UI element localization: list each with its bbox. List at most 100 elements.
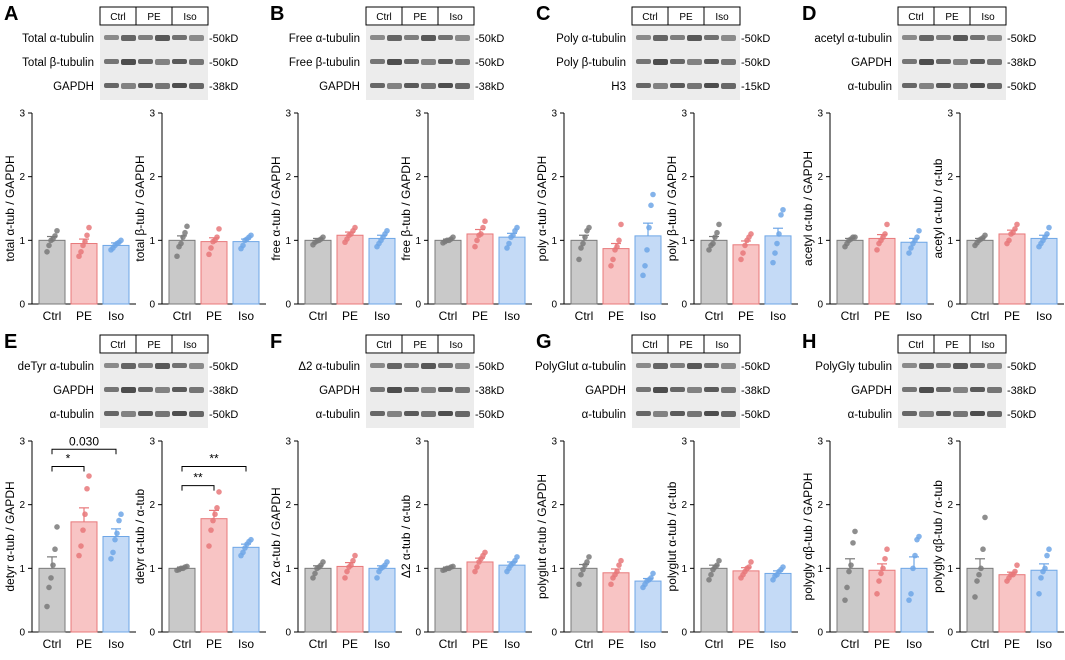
lane-header-box	[365, 334, 475, 354]
y-axis-label: detyr α-tub / α-tub	[133, 489, 147, 585]
blot-band	[172, 387, 187, 392]
y-tick-label: 2	[19, 500, 25, 511]
y-tick-label: 3	[681, 437, 687, 448]
blot-row-label: GAPDH	[53, 385, 94, 397]
blot-band	[387, 363, 402, 369]
lane-label-ctrl: Ctrl	[642, 340, 658, 351]
blot-band	[421, 59, 436, 65]
data-point	[50, 562, 56, 568]
data-point	[206, 543, 212, 549]
data-point	[46, 242, 52, 249]
blot-band	[687, 35, 702, 41]
bar-chart-2: 0 1 2 3 acetyl α-tub / α-tub Ctrl PE Iso	[931, 109, 1064, 323]
x-tick-label: Iso	[1036, 309, 1052, 323]
data-point	[614, 568, 620, 575]
data-point	[648, 202, 654, 209]
x-tick-label: Ctrl	[309, 637, 328, 651]
x-tick-label: Iso	[504, 637, 520, 651]
blot-band	[155, 83, 170, 89]
bar-pe	[732, 570, 760, 633]
blot-band	[987, 411, 1002, 417]
y-tick-label: 1	[149, 236, 155, 247]
bar-chart-2: 0 1 2 3 Δ2 α-tub / α-tub Ctrl PE Iso	[399, 437, 532, 651]
significance-bracket	[181, 485, 215, 491]
data-point	[450, 563, 456, 570]
blot-band	[404, 59, 419, 64]
blot-band	[404, 387, 419, 392]
blot-band	[936, 35, 951, 40]
blot-band	[919, 35, 934, 41]
bar-ctrl	[966, 239, 994, 305]
bar-pe	[200, 241, 228, 305]
blot-band	[155, 411, 170, 417]
data-point	[738, 256, 744, 263]
x-tick-label: Ctrl	[841, 309, 860, 323]
x-tick-label: Ctrl	[705, 309, 724, 323]
y-tick-label: 3	[947, 437, 953, 448]
lane-label-ctrl: Ctrl	[110, 340, 126, 351]
x-tick-label: PE	[874, 309, 890, 323]
data-point	[216, 489, 222, 495]
y-axis-label: poly β-tub / GAPDH	[665, 156, 679, 262]
blot-band	[387, 59, 402, 65]
data-point	[640, 272, 646, 279]
blot-band	[653, 83, 668, 89]
blot-band	[636, 411, 651, 416]
data-point	[576, 581, 582, 588]
blot-band	[455, 363, 470, 369]
blot-kd-label: -38kD	[475, 385, 504, 397]
blot-band	[155, 387, 170, 393]
data-point	[482, 549, 488, 556]
blot-row-label: Δ2 α-tubulin	[298, 361, 360, 373]
blot-kd-label: -38kD	[1007, 57, 1036, 69]
blot-band	[104, 411, 119, 416]
blot-band	[636, 83, 651, 88]
y-axis-label: polygly αβ-tub / GAPDH	[801, 473, 815, 601]
data-point	[580, 566, 586, 573]
blot-band	[138, 59, 153, 64]
blot-band	[936, 411, 951, 416]
data-point	[880, 565, 886, 572]
blot-band	[902, 35, 917, 40]
blot-band	[721, 387, 736, 393]
bar-ctrl	[434, 567, 462, 633]
x-tick-label: Iso	[374, 637, 390, 651]
blot-band	[721, 83, 736, 89]
blot-band	[370, 59, 385, 64]
blot-band	[704, 363, 719, 368]
panel-letter: C	[536, 3, 550, 25]
data-point	[844, 584, 850, 591]
data-point	[852, 528, 858, 535]
data-point	[312, 570, 318, 577]
lane-header-box	[897, 6, 1007, 26]
data-point	[478, 231, 484, 237]
bar-pe	[602, 572, 630, 633]
blot-kd-label: -50kD	[741, 57, 770, 69]
x-tick-label: Ctrl	[439, 637, 458, 651]
blot-band	[189, 411, 204, 417]
blot-kd-label: -38kD	[209, 385, 238, 397]
y-axis-label: acetyl α-tub / GAPDH	[801, 151, 815, 266]
x-tick-label: PE	[206, 309, 222, 323]
significance-bracket	[51, 448, 117, 455]
data-point	[506, 240, 512, 247]
blot-row-label: GAPDH	[53, 81, 94, 93]
data-point	[776, 231, 782, 237]
data-point	[48, 575, 54, 581]
blot-band	[370, 35, 385, 40]
blot-band	[172, 59, 187, 64]
y-tick-label: 0	[149, 628, 155, 639]
western-blot: PolyGlut α-tubulin -50kD GAPDH -38kD α-tubul…	[535, 354, 770, 428]
data-point	[514, 224, 520, 231]
blot-kd-label: -50kD	[475, 409, 504, 421]
data-point	[348, 562, 354, 568]
y-tick-label: 3	[149, 437, 155, 448]
lane-header-box	[99, 6, 209, 26]
bar-chart-2: 0 1 2 3 free β-tub / GAPDH Ctrl PE Iso	[399, 109, 532, 323]
panel-d: D Ctrl PE Iso acetyl α-tubulin -50kD GAPDH -38k…	[801, 3, 1064, 323]
y-tick-label: 0	[681, 628, 687, 639]
blot-band	[653, 59, 668, 65]
blot-band	[189, 363, 204, 369]
data-point	[706, 576, 712, 583]
blot-band	[172, 411, 187, 416]
